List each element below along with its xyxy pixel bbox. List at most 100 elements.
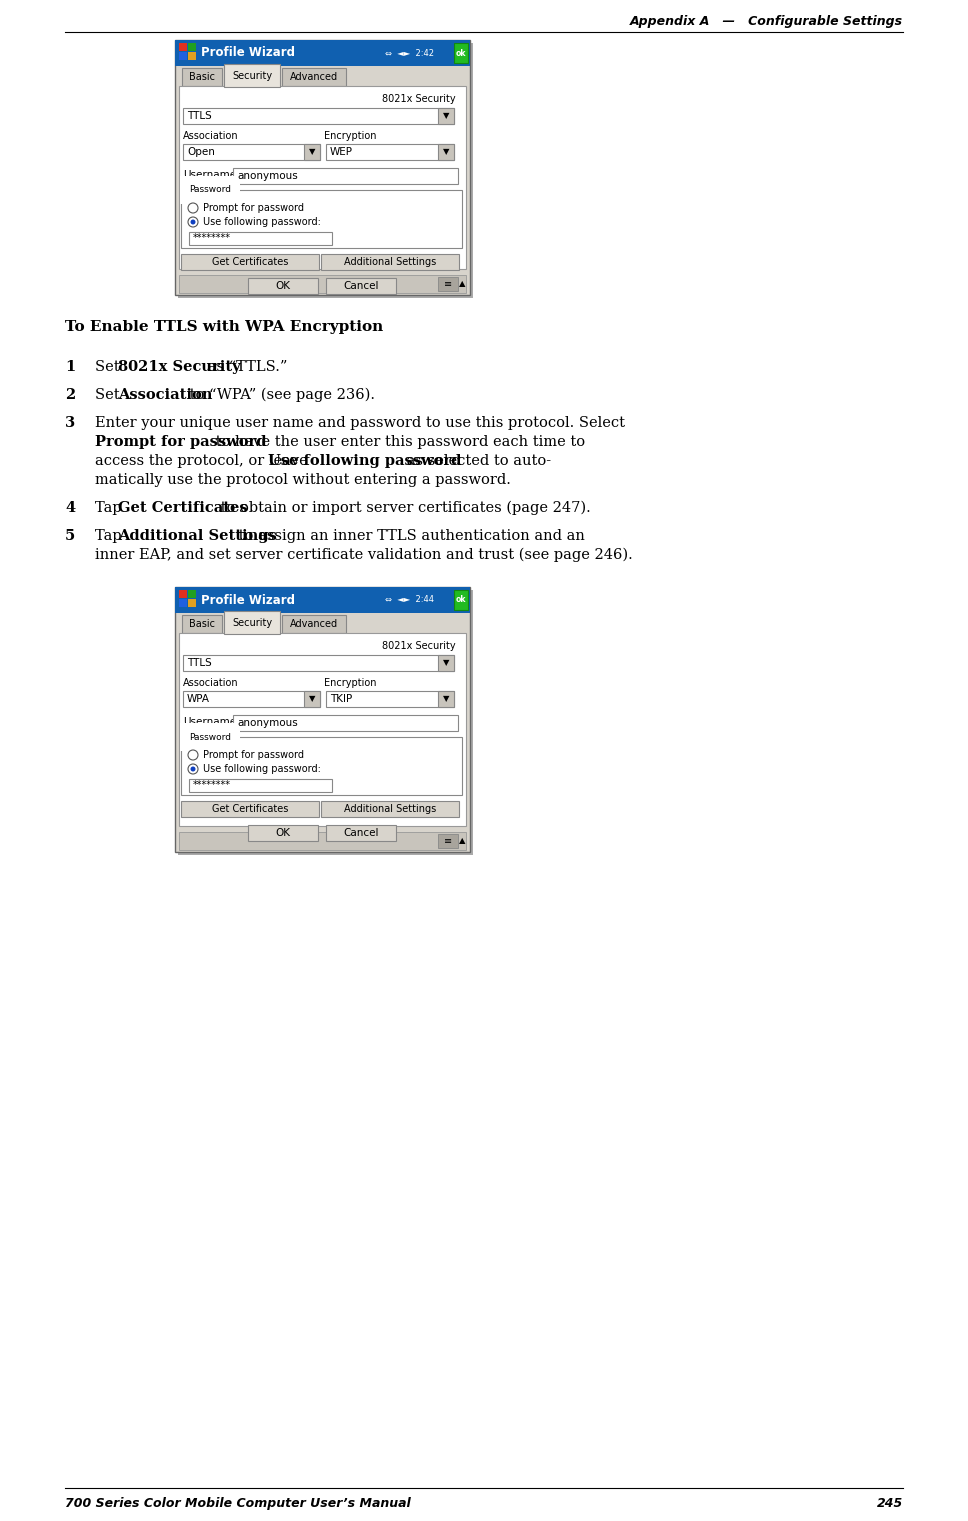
- Text: Profile Wizard: Profile Wizard: [201, 593, 295, 607]
- Text: Profile Wizard: Profile Wizard: [201, 47, 295, 59]
- Text: ≡: ≡: [444, 278, 452, 289]
- Bar: [326, 691, 454, 707]
- Bar: [188, 599, 196, 607]
- Text: Get Certificates: Get Certificates: [118, 500, 248, 516]
- Text: Enter your unique user name and password to use this protocol. Select: Enter your unique user name and password…: [95, 417, 625, 430]
- Text: Security: Security: [232, 71, 272, 81]
- Text: TTLS: TTLS: [187, 111, 212, 122]
- Bar: [175, 587, 470, 852]
- Bar: [178, 590, 473, 855]
- Text: as selected to auto-: as selected to auto-: [403, 453, 552, 468]
- Text: Use following password:: Use following password:: [203, 218, 320, 227]
- Text: WEP: WEP: [330, 148, 353, 157]
- Text: anonymous: anonymous: [237, 170, 298, 181]
- Text: Password: Password: [189, 733, 231, 742]
- Bar: [454, 590, 468, 610]
- Text: 245: 245: [877, 1497, 903, 1510]
- Bar: [179, 52, 187, 59]
- Bar: [182, 614, 222, 633]
- Text: OK: OK: [276, 827, 290, 838]
- Bar: [282, 614, 346, 633]
- Text: ▲: ▲: [459, 280, 466, 289]
- Text: to obtain or import server certificates (page 247).: to obtain or import server certificates …: [216, 500, 590, 516]
- Text: Additional Settings: Additional Settings: [344, 805, 437, 814]
- Text: ok: ok: [456, 596, 467, 604]
- Text: Set: Set: [95, 360, 124, 374]
- Text: Use following password: Use following password: [268, 453, 462, 468]
- Bar: [175, 587, 470, 613]
- Bar: [326, 144, 454, 160]
- Bar: [182, 68, 222, 87]
- Text: ≡: ≡: [444, 837, 452, 846]
- Text: Advanced: Advanced: [290, 71, 338, 82]
- Text: Association: Association: [118, 388, 212, 402]
- Bar: [454, 43, 468, 62]
- Bar: [188, 43, 196, 52]
- Bar: [224, 64, 280, 87]
- Text: ********: ********: [193, 233, 231, 243]
- Text: Cancel: Cancel: [344, 281, 378, 291]
- Text: ********: ********: [193, 780, 231, 789]
- Bar: [233, 167, 458, 184]
- Circle shape: [188, 764, 198, 774]
- Circle shape: [191, 219, 196, 225]
- Bar: [178, 43, 473, 298]
- Text: ⇔  ◄►  2:44: ⇔ ◄► 2:44: [385, 596, 434, 604]
- Text: 5: 5: [65, 529, 76, 543]
- Bar: [248, 824, 318, 841]
- Text: to have the user enter this password each time to: to have the user enter this password eac…: [211, 435, 585, 449]
- Text: to assign an inner TTLS authentication and an: to assign an inner TTLS authentication a…: [234, 529, 585, 543]
- Text: 700 Series Color Mobile Computer User’s Manual: 700 Series Color Mobile Computer User’s …: [65, 1497, 410, 1510]
- Text: Open: Open: [187, 148, 215, 157]
- Text: Use following password:: Use following password:: [203, 764, 320, 774]
- Bar: [183, 691, 320, 707]
- Bar: [188, 52, 196, 59]
- Text: Prompt for password: Prompt for password: [203, 750, 304, 760]
- Bar: [438, 144, 454, 160]
- Text: ▼: ▼: [442, 695, 449, 704]
- Circle shape: [188, 218, 198, 227]
- Text: Encryption: Encryption: [324, 678, 377, 687]
- Bar: [438, 277, 458, 291]
- Text: matically use the protocol without entering a password.: matically use the protocol without enter…: [95, 473, 511, 487]
- Bar: [189, 779, 332, 792]
- Text: 8021x Security: 8021x Security: [382, 94, 456, 103]
- Text: WPA: WPA: [187, 694, 210, 704]
- Text: Appendix A   —   Configurable Settings: Appendix A — Configurable Settings: [630, 15, 903, 27]
- Bar: [326, 278, 396, 294]
- Text: ok: ok: [456, 49, 467, 58]
- Text: 1: 1: [65, 360, 76, 374]
- Text: Association: Association: [183, 678, 239, 687]
- Text: inner EAP, and set server certificate validation and trust (see page 246).: inner EAP, and set server certificate va…: [95, 548, 633, 563]
- Text: Prompt for password: Prompt for password: [95, 435, 266, 449]
- Text: Association: Association: [183, 131, 239, 141]
- Bar: [179, 43, 187, 52]
- Text: Security: Security: [232, 618, 272, 628]
- Bar: [179, 590, 187, 598]
- Bar: [175, 40, 470, 295]
- Bar: [189, 233, 332, 245]
- Text: TTLS: TTLS: [187, 659, 212, 668]
- Bar: [179, 599, 187, 607]
- Bar: [179, 87, 466, 269]
- Text: TKIP: TKIP: [330, 694, 352, 704]
- Circle shape: [188, 202, 198, 213]
- Text: 8021x Security: 8021x Security: [118, 360, 241, 374]
- Bar: [179, 832, 466, 850]
- Bar: [188, 590, 196, 598]
- Bar: [224, 611, 280, 634]
- Bar: [438, 108, 454, 125]
- Text: to “WPA” (see page 236).: to “WPA” (see page 236).: [185, 388, 375, 403]
- Text: Tap: Tap: [95, 500, 126, 516]
- Text: OK: OK: [276, 281, 290, 291]
- Bar: [183, 108, 454, 125]
- Text: 4: 4: [65, 500, 76, 516]
- Bar: [248, 278, 318, 294]
- Bar: [175, 40, 470, 65]
- Text: Cancel: Cancel: [344, 827, 378, 838]
- Text: Advanced: Advanced: [290, 619, 338, 630]
- Text: 3: 3: [65, 417, 76, 430]
- Bar: [438, 691, 454, 707]
- Text: ▲: ▲: [459, 837, 466, 846]
- Text: Username:: Username:: [183, 716, 240, 727]
